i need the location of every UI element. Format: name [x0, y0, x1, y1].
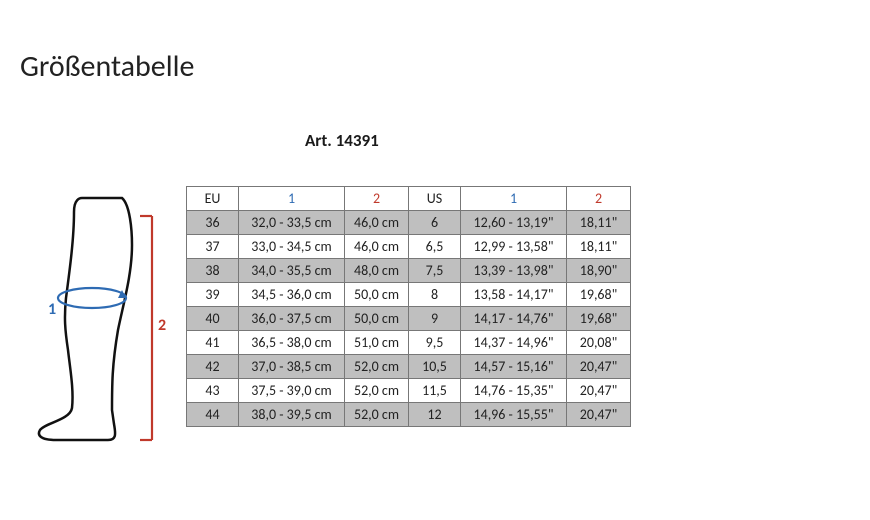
size-table-wrapper: EU 1 2 US 1 2 3632,0 - 33,5 cm46,0 cm612… [186, 186, 631, 427]
cell-u1: 13,39 - 13,98" [461, 259, 567, 283]
cell-u2: 18,11" [567, 235, 631, 259]
cell-c2: 48,0 cm [345, 259, 409, 283]
cell-c2: 52,0 cm [345, 379, 409, 403]
cell-u2: 19,68" [567, 307, 631, 331]
cell-u1: 12,99 - 13,58" [461, 235, 567, 259]
cell-us: 8 [409, 283, 461, 307]
article-label: Art. 14391 [305, 130, 379, 151]
leg-measurement-diagram: 2 1 [30, 190, 180, 450]
cell-us: 7,5 [409, 259, 461, 283]
cell-c1: 34,0 - 35,5 cm [239, 259, 345, 283]
cell-eu: 44 [187, 403, 239, 427]
header-col1: 1 [239, 187, 345, 211]
table-row: 4438,0 - 39,5 cm52,0 cm1214,96 - 15,55"2… [187, 403, 631, 427]
cell-c2: 50,0 cm [345, 307, 409, 331]
table-row: 4237,0 - 38,5 cm52,0 cm10,514,57 - 15,16… [187, 355, 631, 379]
table-row: 3733,0 - 34,5 cm46,0 cm6,512,99 - 13,58"… [187, 235, 631, 259]
page-title: Größentabelle [20, 48, 194, 85]
cell-c1: 32,0 - 33,5 cm [239, 211, 345, 235]
cell-us: 9,5 [409, 331, 461, 355]
table-row: 3632,0 - 33,5 cm46,0 cm612,60 - 13,19"18… [187, 211, 631, 235]
cell-eu: 41 [187, 331, 239, 355]
leg-diagram-svg: 2 1 [30, 190, 180, 450]
header-us-col2: 2 [567, 187, 631, 211]
cell-u2: 20,47" [567, 355, 631, 379]
size-table-header-row: EU 1 2 US 1 2 [187, 187, 631, 211]
cell-c1: 33,0 - 34,5 cm [239, 235, 345, 259]
header-us-col1: 1 [461, 187, 567, 211]
cell-eu: 36 [187, 211, 239, 235]
cell-u1: 14,17 - 14,76" [461, 307, 567, 331]
table-row: 3834,0 - 35,5 cm48,0 cm7,513,39 - 13,98"… [187, 259, 631, 283]
cell-c2: 50,0 cm [345, 283, 409, 307]
cell-c2: 52,0 cm [345, 403, 409, 427]
cell-u2: 19,68" [567, 283, 631, 307]
header-us: US [409, 187, 461, 211]
cell-u1: 14,37 - 14,96" [461, 331, 567, 355]
cell-u1: 12,60 - 13,19" [461, 211, 567, 235]
cell-us: 9 [409, 307, 461, 331]
cell-c2: 51,0 cm [345, 331, 409, 355]
size-table: EU 1 2 US 1 2 3632,0 - 33,5 cm46,0 cm612… [186, 186, 631, 427]
cell-c1: 36,0 - 37,5 cm [239, 307, 345, 331]
measurement-2-label: 2 [158, 316, 166, 335]
cell-us: 11,5 [409, 379, 461, 403]
cell-u1: 14,76 - 15,35" [461, 379, 567, 403]
cell-c2: 52,0 cm [345, 355, 409, 379]
cell-us: 12 [409, 403, 461, 427]
cell-u2: 20,47" [567, 379, 631, 403]
leg-outline-icon [39, 198, 132, 440]
cell-c1: 37,0 - 38,5 cm [239, 355, 345, 379]
cell-eu: 42 [187, 355, 239, 379]
cell-u2: 18,90" [567, 259, 631, 283]
cell-u1: 13,58 - 14,17" [461, 283, 567, 307]
measurement-1-circumference-icon [58, 288, 126, 308]
cell-c1: 36,5 - 38,0 cm [239, 331, 345, 355]
table-row: 4136,5 - 38,0 cm51,0 cm9,514,37 - 14,96"… [187, 331, 631, 355]
cell-c2: 46,0 cm [345, 211, 409, 235]
table-row: 3934,5 - 36,0 cm50,0 cm813,58 - 14,17"19… [187, 283, 631, 307]
measurement-1-label: 1 [48, 300, 56, 319]
cell-u2: 20,47" [567, 403, 631, 427]
header-col2: 2 [345, 187, 409, 211]
cell-u1: 14,57 - 15,16" [461, 355, 567, 379]
table-row: 4337,5 - 39,0 cm52,0 cm11,514,76 - 15,35… [187, 379, 631, 403]
cell-u2: 20,08" [567, 331, 631, 355]
page-container: Größentabelle Art. 14391 2 1 [0, 0, 870, 520]
cell-u2: 18,11" [567, 211, 631, 235]
cell-us: 6,5 [409, 235, 461, 259]
cell-eu: 37 [187, 235, 239, 259]
measurement-2-height-icon [140, 216, 152, 440]
cell-c1: 34,5 - 36,0 cm [239, 283, 345, 307]
cell-us: 10,5 [409, 355, 461, 379]
cell-c1: 37,5 - 39,0 cm [239, 379, 345, 403]
cell-us: 6 [409, 211, 461, 235]
cell-c1: 38,0 - 39,5 cm [239, 403, 345, 427]
cell-c2: 46,0 cm [345, 235, 409, 259]
cell-u1: 14,96 - 15,55" [461, 403, 567, 427]
header-eu: EU [187, 187, 239, 211]
cell-eu: 40 [187, 307, 239, 331]
cell-eu: 39 [187, 283, 239, 307]
cell-eu: 38 [187, 259, 239, 283]
table-row: 4036,0 - 37,5 cm50,0 cm914,17 - 14,76"19… [187, 307, 631, 331]
cell-eu: 43 [187, 379, 239, 403]
